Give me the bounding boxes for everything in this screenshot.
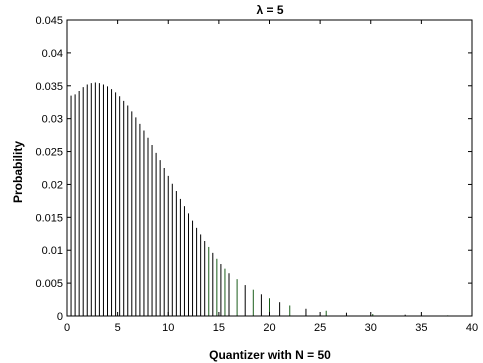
y-tick-label: 0.01	[42, 245, 63, 257]
y-axis-label: Probability	[11, 141, 25, 203]
x-tick-label: 30	[365, 322, 377, 334]
y-tick-label: 0.035	[35, 81, 63, 93]
stems-group	[66, 43, 449, 316]
x-tick-label: 10	[162, 322, 174, 334]
plot-frame	[66, 19, 473, 317]
y-tick-label: 0.04	[42, 48, 63, 60]
x-axis-label: Quantizer with N = 50	[209, 348, 331, 362]
y-tick-label: 0.02	[42, 179, 63, 191]
y-tick-label: 0.015	[35, 212, 63, 224]
x-tick-label: 0	[64, 322, 70, 334]
x-ticks-group: 0 5 10 15 20 25 30 35 40	[64, 20, 478, 334]
axes-group	[66, 19, 473, 317]
y-ticks-group: 0 0.005 0.01 0.015 0.02 0.025 0.03 0.035 0.04 0.0…	[35, 15, 472, 323]
x-tick-label: 25	[314, 322, 326, 334]
y-tick-label: 0.03	[42, 114, 63, 126]
x-tick-label: 5	[115, 322, 121, 334]
y-tick-label: 0	[57, 311, 63, 323]
y-tick-label: 0.045	[35, 15, 63, 27]
chart-title: λ = 5	[256, 3, 283, 17]
y-tick-label: 0.005	[35, 278, 63, 290]
x-tick-label: 35	[415, 322, 427, 334]
y-tick-label: 0.025	[35, 147, 63, 159]
x-tick-label: 15	[213, 322, 225, 334]
x-tick-label: 40	[466, 322, 478, 334]
x-tick-label: 20	[263, 322, 275, 334]
